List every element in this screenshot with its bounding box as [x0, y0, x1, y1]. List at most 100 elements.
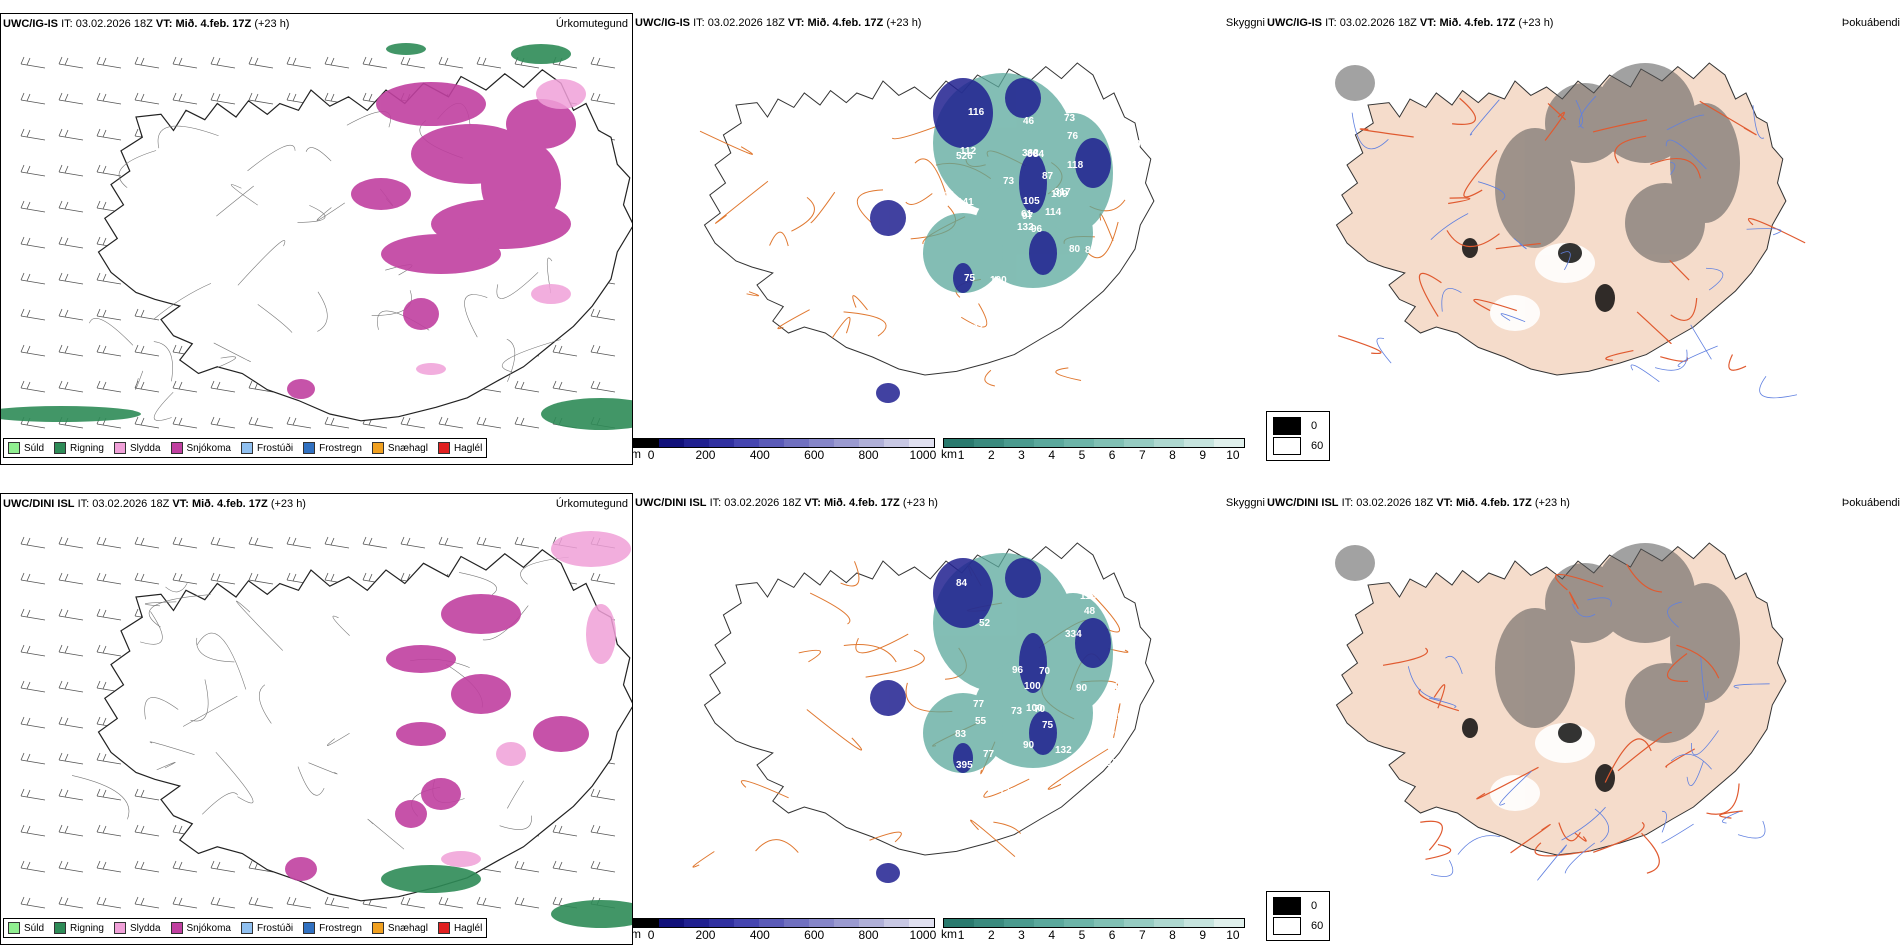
road-line — [1510, 823, 1551, 854]
legend-item: Snjókoma — [170, 442, 231, 454]
scale-unit: m — [633, 447, 641, 461]
scale-color-step — [634, 919, 659, 927]
ceiling-value-label: 76 — [1067, 131, 1079, 142]
road-line — [297, 766, 325, 796]
ceiling-value-label: 165 — [1121, 318, 1138, 329]
cloud-panel-top: UWC/IG-IS IT: 03.02.2026 18Z VT: Mið. 4.… — [633, 13, 1265, 465]
scale-color-step — [759, 919, 784, 927]
fog-free-area — [1490, 775, 1540, 811]
scale-color-step — [809, 439, 834, 447]
river-line — [1706, 267, 1724, 291]
ceiling-value-label: 241 — [1115, 681, 1132, 692]
snow-area — [285, 857, 317, 881]
wind-barb-icon — [20, 380, 46, 393]
wind-barb-icon — [362, 56, 388, 69]
wind-barb-icon — [324, 896, 350, 909]
wind-barb-icon — [96, 788, 122, 801]
road-line — [1665, 748, 1696, 768]
legend-label: Rigning — [70, 442, 104, 454]
ceiling-value-label: 76 — [949, 308, 961, 319]
road-line — [153, 283, 212, 320]
road-line — [1667, 653, 1689, 682]
wind-barb-icon — [248, 92, 274, 105]
precip-legend: Súld Rigning Slydda Snjókoma Frostúði Frostre… — [3, 918, 488, 938]
legend-label: Snæhagl — [387, 922, 428, 934]
ceiling-value-label: 114 — [1045, 207, 1062, 218]
road-line — [230, 184, 258, 206]
wind-barb-icon — [210, 860, 236, 873]
snow-area — [376, 82, 486, 126]
legend-item: Rigning — [54, 442, 104, 454]
road-line — [482, 605, 529, 641]
scale-tick-label: 400 — [749, 448, 770, 462]
panel-title: UWC/IG-IS IT: 03.02.2026 18Z VT: Mið. 4.… — [635, 17, 922, 29]
fog-area — [1495, 128, 1575, 248]
road-line — [1604, 738, 1652, 783]
ceiling-value-label: 395 — [956, 760, 973, 771]
legend-label: Haglél — [453, 442, 483, 454]
road-line — [135, 370, 144, 390]
legend-swatch — [1273, 917, 1301, 935]
wind-barb-icon — [514, 860, 540, 873]
wind-barb-icon — [134, 344, 160, 357]
ceiling-value-label: 97 — [1022, 211, 1034, 222]
road-line — [520, 556, 569, 585]
wind-barb-icon — [58, 308, 84, 321]
wind-barb-icon — [20, 56, 46, 69]
fog-legend-row: 60 — [1273, 916, 1323, 936]
road-line — [715, 180, 769, 224]
legend-swatch — [8, 922, 20, 934]
sleet-area — [551, 531, 631, 567]
ceiling-value-label: 135 — [999, 787, 1016, 798]
iceland-precip-map — [1, 43, 632, 430]
river-line — [1630, 364, 1660, 383]
wind-barb-icon — [324, 56, 350, 69]
ceiling-area — [953, 263, 973, 293]
scale-tick-label: 1 — [957, 928, 965, 942]
wind-barb-icon — [20, 236, 46, 249]
panel-title: UWC/DINI ISL IT: 03.02.2026 18Z VT: Mið.… — [1267, 497, 1570, 509]
road-line — [1747, 218, 1806, 244]
ceiling-value-label: 120 — [1124, 139, 1141, 150]
scale-color-step — [809, 919, 834, 927]
scale-color-step — [1004, 439, 1034, 447]
legend-swatch — [371, 922, 384, 934]
wind-barb-icon — [210, 416, 236, 429]
road-line — [1636, 311, 1672, 344]
snow-area — [381, 234, 501, 274]
ceiling-value-label: 77 — [983, 749, 995, 760]
scale-tick-label: 800 — [858, 928, 879, 942]
road-line — [755, 839, 799, 853]
ceiling-scale: m 0 200 400 600 800 1000 — [633, 918, 936, 942]
road-line — [196, 633, 247, 690]
ceiling-value-label: 100 — [1024, 681, 1041, 692]
sleet-areas — [416, 79, 586, 375]
visibility-scale: km 1 2 3 4 5 6 7 8 9 10 — [941, 918, 1245, 942]
road-line — [140, 611, 163, 645]
scale-colorbar — [943, 438, 1245, 448]
wind-barb-icon — [20, 824, 46, 837]
ceiling-value-label: 43 — [943, 190, 955, 201]
fog-area — [1335, 545, 1375, 581]
ceiling-value-label: 90 — [1076, 683, 1088, 694]
ceiling-area — [1029, 711, 1057, 755]
wind-barb-icon — [134, 572, 160, 585]
scale-tick-label: 600 — [804, 448, 825, 462]
scale-color-step — [944, 439, 974, 447]
scale-color-step — [759, 439, 784, 447]
road-line — [506, 338, 516, 382]
ceiling-value-label: 80 — [1027, 149, 1039, 160]
ceiling-value-label: 96 — [1012, 665, 1024, 676]
wind-barb-icon — [248, 896, 274, 909]
wind-barb-icon — [134, 536, 160, 549]
ceiling-value-label: 334 — [1065, 629, 1082, 640]
wind-barb-icon — [96, 896, 122, 909]
wind-barb-icon — [552, 380, 578, 393]
scale-tick-label: 600 — [804, 928, 825, 942]
wind-barb-icon — [476, 536, 502, 549]
river-line — [1513, 237, 1527, 250]
wind-barb-icon — [248, 416, 274, 429]
ceiling-value-label: 77 — [973, 699, 985, 710]
fog-area — [1625, 663, 1705, 743]
scale-tick-label: 2 — [987, 928, 995, 942]
